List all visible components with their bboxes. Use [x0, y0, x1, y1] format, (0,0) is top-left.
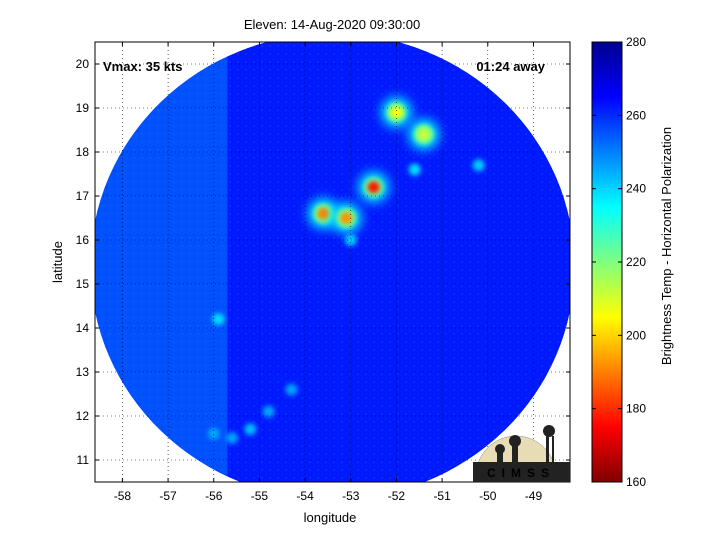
plot-area: -58 -57 -56 -55 -54 -53 -52 -51 -50 -49 111213141…: [76, 41, 571, 503]
x-tick-label: -52: [388, 489, 406, 503]
cimss-logo-text: CIMSS: [487, 466, 555, 480]
x-tick-label: -53: [342, 489, 360, 503]
feature-cell: [262, 405, 275, 418]
colorbar-tick-label: 280: [626, 35, 646, 49]
feature-cell: [244, 423, 257, 436]
feature-cell: [408, 163, 421, 176]
x-tick-label: -50: [479, 489, 497, 503]
y-tick-label: 19: [76, 101, 90, 115]
y-tick-label: 12: [76, 409, 90, 423]
colorbar-tick-label: 200: [626, 328, 646, 342]
swath-disk: [95, 42, 570, 482]
y-axis: 11 12 13 14 15 16 17 18 19 20: [76, 57, 570, 467]
x-tick-label: -56: [205, 489, 223, 503]
y-tick-label: 15: [76, 277, 90, 291]
feature-cell: [226, 432, 239, 444]
colorbar-tick-label: 160: [626, 475, 646, 489]
time-away-label: 01:24 away: [476, 59, 545, 74]
colorbar-tick-label: 220: [626, 255, 646, 269]
x-tick-label: -49: [525, 489, 543, 503]
feature-cell: [330, 202, 363, 234]
feature-cell: [472, 159, 485, 172]
y-tick-label: 16: [76, 233, 90, 247]
x-tick-label: -51: [433, 489, 451, 503]
cimss-logo: CIMSS: [473, 425, 570, 482]
colorbar-gradient: [591, 41, 623, 483]
y-tick-label: 13: [76, 365, 90, 379]
y-tick-label: 18: [76, 145, 90, 159]
colorbar-tick-label: 260: [626, 108, 646, 122]
x-tick-label: -54: [296, 489, 314, 503]
feature-cell: [212, 313, 225, 326]
chart-title: Eleven: 14-Aug-2020 09:30:00: [244, 17, 420, 32]
colorbar-label: Brightness Temp - Horizontal Polarizatio…: [659, 127, 674, 365]
x-axis-label: longitude: [304, 510, 357, 525]
swath-texture: [95, 42, 570, 482]
colorbar-tick-label: 240: [626, 182, 646, 196]
feature-cell: [380, 96, 413, 129]
y-axis-label: latitude: [50, 241, 65, 283]
x-tick-label: -58: [114, 489, 132, 503]
y-tick-label: 20: [76, 57, 90, 71]
y-tick-label: 11: [77, 453, 90, 467]
feature-cell: [285, 383, 298, 396]
plot-frame: [94, 41, 571, 483]
feature-cell: [344, 234, 357, 246]
colorbar: 160 180 200 220 240 260 280 Brightness Temp - …: [591, 35, 674, 489]
colorbar-tick-label: 180: [626, 402, 646, 416]
swath: [95, 42, 570, 482]
x-axis: -58 -57 -56 -55 -54 -53 -52 -51 -50 -49: [114, 42, 543, 503]
y-tick-label: 17: [76, 189, 90, 203]
colorbar-ticks: 160 180 200 220 240 260 280: [592, 35, 646, 489]
y-tick-label: 14: [76, 321, 90, 335]
vmax-label: Vmax: 35 kts: [103, 59, 183, 74]
x-tick-label: -57: [159, 489, 177, 503]
feature-cell: [407, 118, 440, 151]
feature-cell: [207, 427, 220, 440]
grid: [95, 42, 570, 482]
x-tick-label: -55: [251, 489, 269, 503]
feature-cell: [357, 171, 390, 204]
